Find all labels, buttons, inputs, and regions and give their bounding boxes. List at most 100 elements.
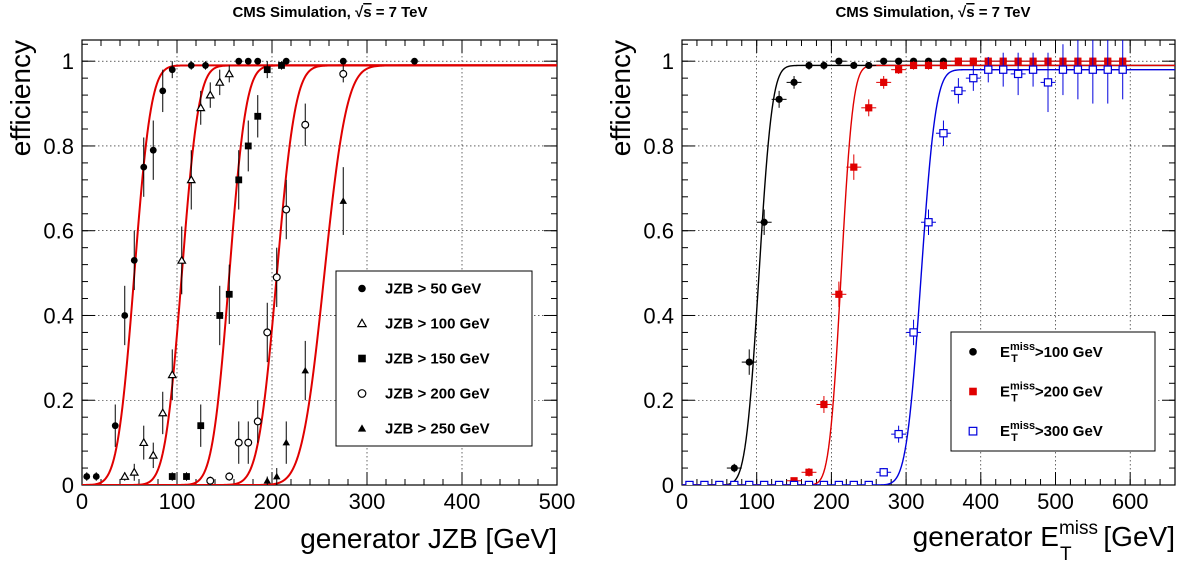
data-point [225,290,233,298]
data-point [820,400,828,409]
x-axis-label: generator JZB [GeV] [300,523,557,554]
y-tick-label: 0.6 [43,219,74,244]
x-tick-label: 600 [1112,489,1149,514]
title-suffix: = 7 TeV [975,4,1031,21]
legend-entry: Emiss T >300 GeV [1000,420,1103,444]
data-point [834,480,844,485]
data-point [880,78,888,86]
legend-sup: miss [1010,420,1035,432]
data-point [1103,65,1112,74]
data-point [263,328,272,337]
data-point [234,438,243,447]
legend-entry: JZB > 200 GeV [385,386,490,403]
x-tick-label: 100 [159,489,196,514]
legend-sub: T [1011,353,1018,365]
legend-entry: JZB > 100 GeV [385,316,490,333]
series-4 [263,167,347,485]
data-point [685,480,694,485]
y-tick-label: 0.8 [643,134,674,159]
x-tick-label: 300 [888,489,925,514]
legend-marker [357,389,367,398]
data-point [895,57,903,65]
x-tick-label: 500 [539,489,576,514]
data-point [880,57,888,65]
data-point [244,57,252,65]
data-point [1043,78,1053,87]
x-tick-label: 400 [962,489,999,514]
data-point [254,57,262,65]
data-point [130,256,138,264]
x-axis-label: generator Emiss T [GeV] [913,518,1175,562]
y-axis-label: efficiency [5,40,36,156]
data-point [998,65,1008,74]
data-point [969,57,977,65]
data-point [1088,65,1098,74]
data-points [682,40,1131,485]
data-point [909,328,918,337]
data-point [864,480,873,485]
data-point [121,312,129,319]
data-point [168,66,176,74]
legend-sup: miss [1010,381,1035,393]
data-point [301,120,310,129]
y-tick-label: 1 [662,49,674,74]
data-point [850,61,858,70]
legend-entry: Emiss T >100 GeV [1000,341,1103,365]
data-point [835,290,843,298]
data-point [819,480,829,485]
data-point [140,163,148,171]
data-point [789,480,799,485]
data-point [745,480,754,485]
x-tick-label: 200 [813,489,850,514]
data-point [235,57,243,65]
y-tick-label: 0 [662,473,674,498]
data-point [159,87,167,95]
data-point [1118,65,1127,74]
y-tick-label: 0.4 [643,303,674,328]
legend-entry: Emiss T >200 GeV [1000,381,1103,405]
data-point [969,73,978,83]
legend-marker [358,354,366,363]
data-point [176,255,187,264]
legend-rest: >300 GeV [1035,423,1103,440]
data-point [183,473,190,480]
chart-title: CMS Simulation, √s = 7 TeV [232,4,427,21]
data-point [954,57,962,65]
legend-box [335,270,533,447]
data-point [148,450,159,459]
data-point [235,176,243,184]
data-point [924,61,933,70]
legend-marker [969,348,977,356]
data-point [278,62,285,69]
fit-curve-4 [82,64,557,485]
plot-frame [681,39,1176,486]
data-points [83,57,418,485]
data-point [339,57,347,65]
data-point [157,408,168,417]
panel-jzb: CMS Simulation, √s = 7 TeV 0 100 200 300 400 5… [5,4,575,554]
data-point [924,218,933,227]
data-point [850,163,858,171]
legend-sup: miss [1010,341,1035,353]
y-tick-label: 0 [62,473,74,498]
legend-box [950,331,1156,452]
data-point [790,78,798,86]
legend: JZB > 50 GeV JZB > 100 GeV JZB > 150 GeV JZ… [335,270,533,447]
x-tick-label: 0 [76,489,88,514]
legend-marker [969,387,977,396]
data-point [195,102,206,112]
data-point [253,417,262,426]
data-point [1058,65,1068,74]
x-tick-label: 200 [254,489,291,514]
data-point [790,477,798,485]
title-sqrt-arg: s [966,4,974,21]
x-tick-label: 300 [349,489,386,514]
legend-rest: >100 GeV [1035,344,1103,361]
title-prefix: CMS Simulation, [232,4,355,21]
chart-title: CMS Simulation, √s = 7 TeV [835,4,1030,21]
title-suffix: = 7 TeV [372,4,428,21]
data-point [273,472,281,480]
data-point [760,218,768,226]
data-point [129,467,140,476]
x-label-sup: miss [1059,518,1098,539]
